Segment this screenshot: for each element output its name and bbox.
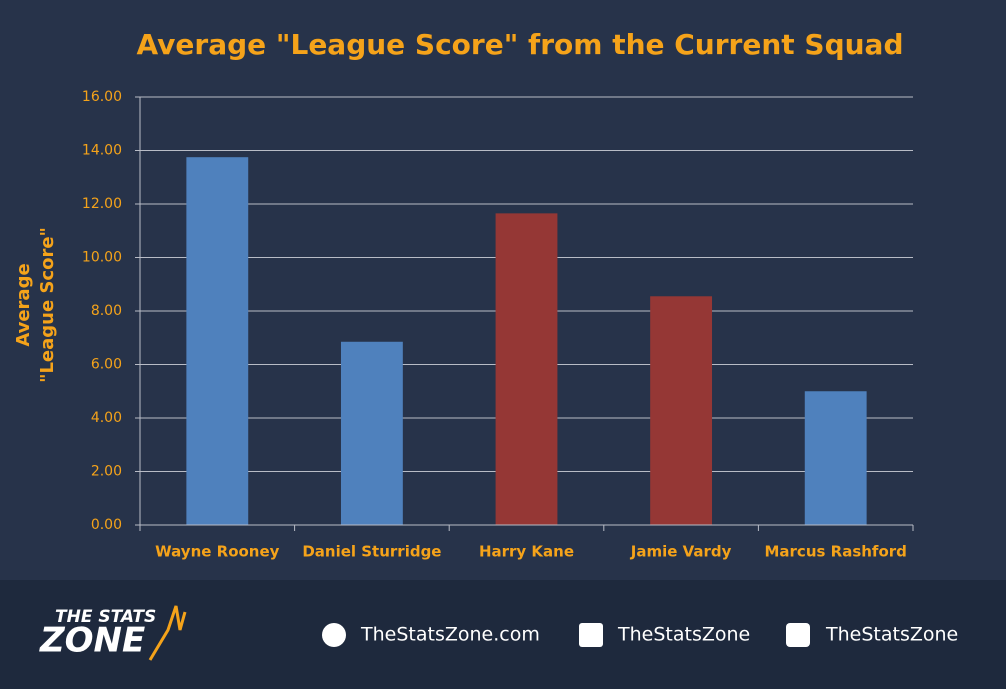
footer-logo: THE STATS ZONE <box>39 605 187 661</box>
x-tick-label: Harry Kane <box>479 543 574 561</box>
facebook-link[interactable]: TheStatsZone <box>617 624 750 646</box>
y-tick-label: 0.00 <box>91 517 122 533</box>
y-axis-label-line: Average <box>13 263 34 346</box>
globe-icon <box>322 623 346 647</box>
bar <box>804 391 867 525</box>
chart-title: Average "League Score" from the Current … <box>136 28 903 61</box>
y-tick-label: 8.00 <box>91 303 122 319</box>
logo-text: THE STATS <box>55 607 156 627</box>
y-tick-label: 10.00 <box>82 250 122 266</box>
website-link[interactable]: TheStatsZone.com <box>360 624 540 646</box>
x-tick-label: Marcus Rashford <box>764 543 906 561</box>
x-tick-label: Wayne Rooney <box>155 543 280 561</box>
twitter-icon <box>786 623 810 647</box>
logo-swoosh <box>148 605 187 661</box>
footer-background <box>0 580 1006 689</box>
y-tick-label: 16.00 <box>82 89 122 105</box>
bar <box>340 341 403 525</box>
y-tick-label: 6.00 <box>91 357 122 373</box>
x-tick-label: Jamie Vardy <box>630 543 732 561</box>
bar <box>495 213 558 526</box>
y-tick-label: 14.00 <box>82 143 122 159</box>
bar <box>650 296 713 525</box>
facebook-icon <box>579 623 603 647</box>
y-tick-label: 2.00 <box>91 464 122 480</box>
y-axis-label-line: "League Score" <box>37 227 58 383</box>
bar <box>186 157 249 525</box>
logo-text: ZONE <box>39 621 145 661</box>
x-tick-label: Daniel Sturridge <box>302 543 441 561</box>
y-tick-label: 4.00 <box>91 410 122 426</box>
twitter-link[interactable]: TheStatsZone <box>825 624 958 646</box>
y-tick-label: 12.00 <box>82 196 122 212</box>
y-axis-label: Average "League Score" <box>13 227 58 383</box>
